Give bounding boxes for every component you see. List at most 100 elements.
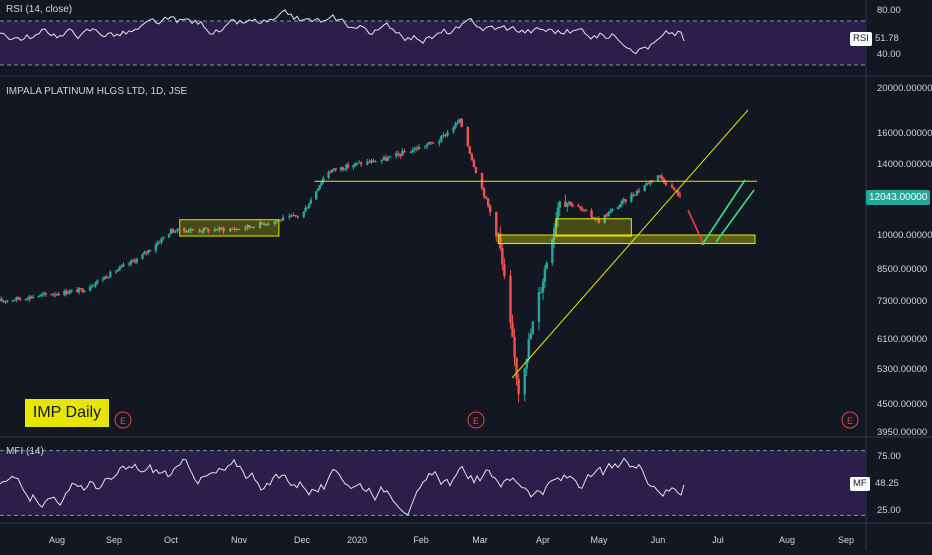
x-tick-label: Oct — [164, 535, 179, 545]
candle-body — [401, 150, 404, 156]
candle-body — [551, 239, 554, 263]
candle-body — [19, 298, 22, 300]
candle-body — [68, 290, 72, 294]
candle-body — [309, 199, 313, 204]
candle-body — [39, 294, 42, 297]
candle-body — [513, 336, 516, 358]
price-tick-label: 8500.00000 — [877, 264, 927, 275]
candle-body — [569, 201, 573, 206]
candle-body — [96, 280, 99, 283]
candle-body — [672, 187, 676, 191]
candle-body — [346, 164, 350, 168]
candle-body — [474, 167, 478, 174]
candle-body — [670, 184, 674, 188]
rsi-band — [0, 21, 866, 65]
candle-body — [229, 228, 232, 232]
consolidation-box-apr — [555, 218, 632, 237]
price-tick-label: 16000.00000 — [877, 128, 932, 139]
rsi-badge: RSI — [850, 32, 872, 46]
candle-body — [171, 229, 175, 233]
candle-body — [345, 164, 348, 170]
candle-body — [273, 221, 276, 224]
mfi-line — [0, 457, 685, 516]
candle-body — [357, 162, 361, 164]
candle-body — [597, 218, 601, 223]
candle-body — [167, 234, 171, 238]
candle-body — [145, 252, 148, 254]
candle-body — [397, 153, 400, 155]
candle-body — [57, 294, 61, 296]
candle-body — [339, 167, 343, 171]
candle-body — [577, 205, 580, 207]
candle-body — [446, 131, 449, 136]
candle-body — [423, 146, 427, 148]
price-tick-label: 20000.00000 — [877, 83, 932, 94]
candle-body — [472, 159, 476, 168]
candle-body — [488, 205, 492, 213]
candle-body — [37, 296, 40, 298]
candle-body — [28, 296, 31, 300]
rsi-title: RSI (14, close) — [6, 4, 73, 15]
candle-body — [158, 242, 161, 244]
candle-body — [246, 225, 249, 229]
candle-body — [664, 182, 668, 185]
x-tick-label: Aug — [49, 535, 65, 545]
candle-body — [624, 199, 627, 202]
candle-body — [233, 228, 236, 230]
candle-body — [31, 297, 35, 299]
candle-body — [200, 231, 203, 233]
candle-body — [292, 215, 295, 217]
candle-body — [607, 212, 610, 217]
candle-body — [558, 201, 561, 208]
candle-body — [452, 127, 455, 132]
candle-body — [53, 294, 57, 296]
candle-body — [248, 225, 251, 227]
candle-body — [11, 300, 15, 302]
candle-body — [509, 275, 512, 323]
candle-body — [427, 142, 431, 145]
x-tick-label: Nov — [231, 535, 248, 545]
imp-daily-label: IMP Daily — [25, 399, 109, 427]
candle-body — [386, 157, 390, 161]
candle-body — [70, 289, 73, 291]
candle-body — [0, 299, 2, 301]
candle-body — [109, 271, 112, 278]
candle-body — [468, 146, 472, 154]
candle-body — [482, 188, 486, 197]
candle-body — [411, 150, 414, 152]
candle-body — [571, 205, 575, 207]
candle-body — [456, 122, 459, 124]
candle-body — [370, 160, 373, 163]
candle-body — [263, 223, 266, 226]
candle-body — [543, 268, 547, 282]
candle-body — [265, 224, 268, 226]
x-tick-label: Aug — [779, 535, 795, 545]
candle-body — [81, 288, 84, 293]
candle-body — [413, 148, 417, 151]
support-zone — [497, 234, 756, 245]
candle-body — [294, 215, 297, 217]
rsi-tick-label: 40.00 — [877, 49, 901, 60]
candle-body — [584, 209, 588, 211]
rsi-value-badge: 51.78 — [872, 32, 902, 46]
mfi-value: 48.25 — [875, 478, 899, 489]
x-tick-label: Sep — [106, 535, 122, 545]
candle-body — [429, 142, 433, 144]
x-tick-label: Feb — [413, 535, 429, 545]
candle-body — [250, 226, 253, 228]
candle-body — [275, 220, 278, 222]
x-tick-label: 2020 — [347, 535, 367, 545]
candle-body — [6, 300, 9, 302]
candle-body — [503, 264, 506, 276]
price-tick-label: 3950.00000 — [877, 427, 927, 438]
candle-body — [120, 265, 123, 268]
candle-body — [382, 157, 386, 160]
candle-body — [579, 206, 582, 209]
candle-body — [442, 134, 445, 136]
candle-body — [525, 358, 528, 369]
price-tick-label: 5300.00000 — [877, 364, 927, 375]
price-tick-label: 6100.00000 — [877, 334, 927, 345]
candle-body — [304, 207, 307, 212]
candle-body — [515, 357, 518, 379]
candle-body — [341, 167, 345, 170]
